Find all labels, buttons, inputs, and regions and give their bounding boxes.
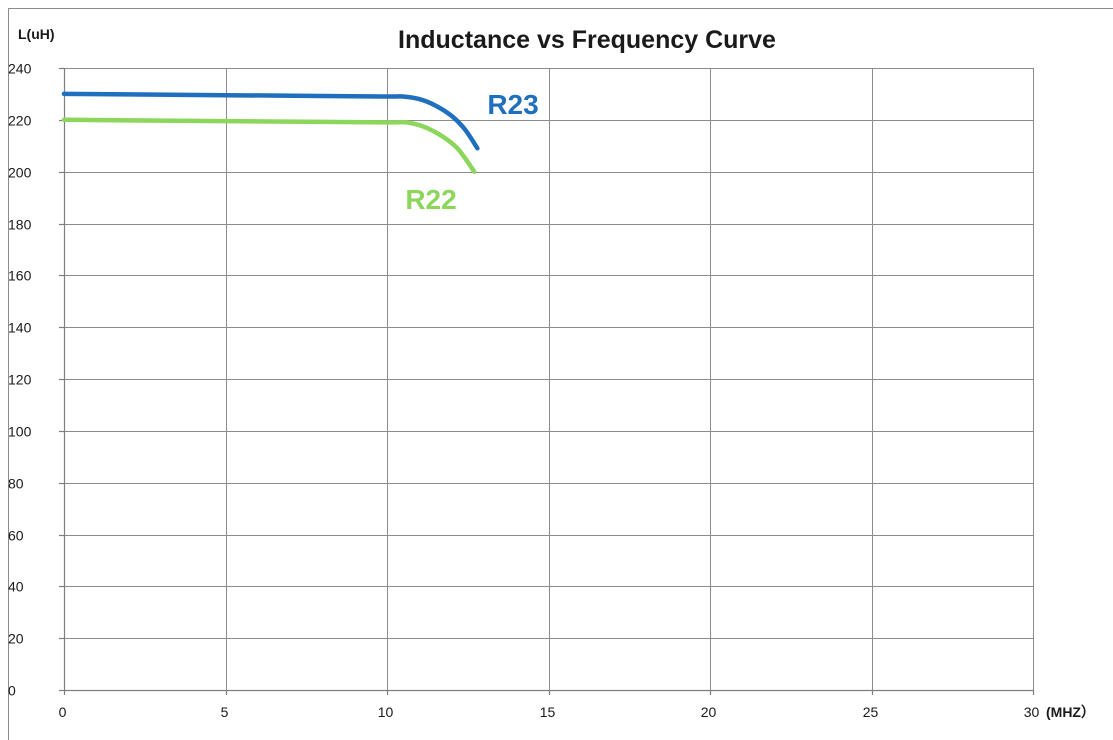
series-line-r23 [61,91,480,151]
x-axis-label: (MHZ） [1046,704,1095,720]
y-tick-label: 140 [8,320,32,336]
x-tick-label: 5 [221,704,229,720]
chart-title: Inductance vs Frequency Curve [398,26,776,54]
y-tick-label: 120 [8,372,32,388]
y-tick-label: 240 [8,61,32,77]
y-tick-label: 100 [8,424,32,440]
y-tick-label: 60 [8,528,24,544]
y-tick-label: 220 [8,113,32,129]
series-label-r23: R23 [487,89,538,120]
y-tick-label: 160 [8,268,32,284]
y-tick-label: 40 [8,579,24,595]
axes [59,67,1035,695]
series [61,91,480,174]
x-tick-label: 15 [540,704,556,720]
series-line-r22 [61,117,477,174]
chart-frame [8,8,1113,740]
y-axis-label: L(uH) [18,26,55,42]
x-tick-label: 30 [1024,704,1040,720]
grid [64,68,1034,690]
labels: Inductance vs Frequency Curve L(uH) (MHZ… [8,26,1095,720]
series-label-r22: R22 [405,184,456,215]
y-tick-label: 20 [8,631,24,647]
y-tick-label: 180 [8,217,32,233]
x-tick-label: 10 [378,704,394,720]
y-tick-label: 0 [8,683,16,699]
x-tick-label: 0 [59,704,67,720]
x-tick-label: 20 [701,704,717,720]
y-tick-label: 80 [8,476,24,492]
y-tick-label: 200 [8,165,32,181]
x-tick-label: 25 [863,704,879,720]
